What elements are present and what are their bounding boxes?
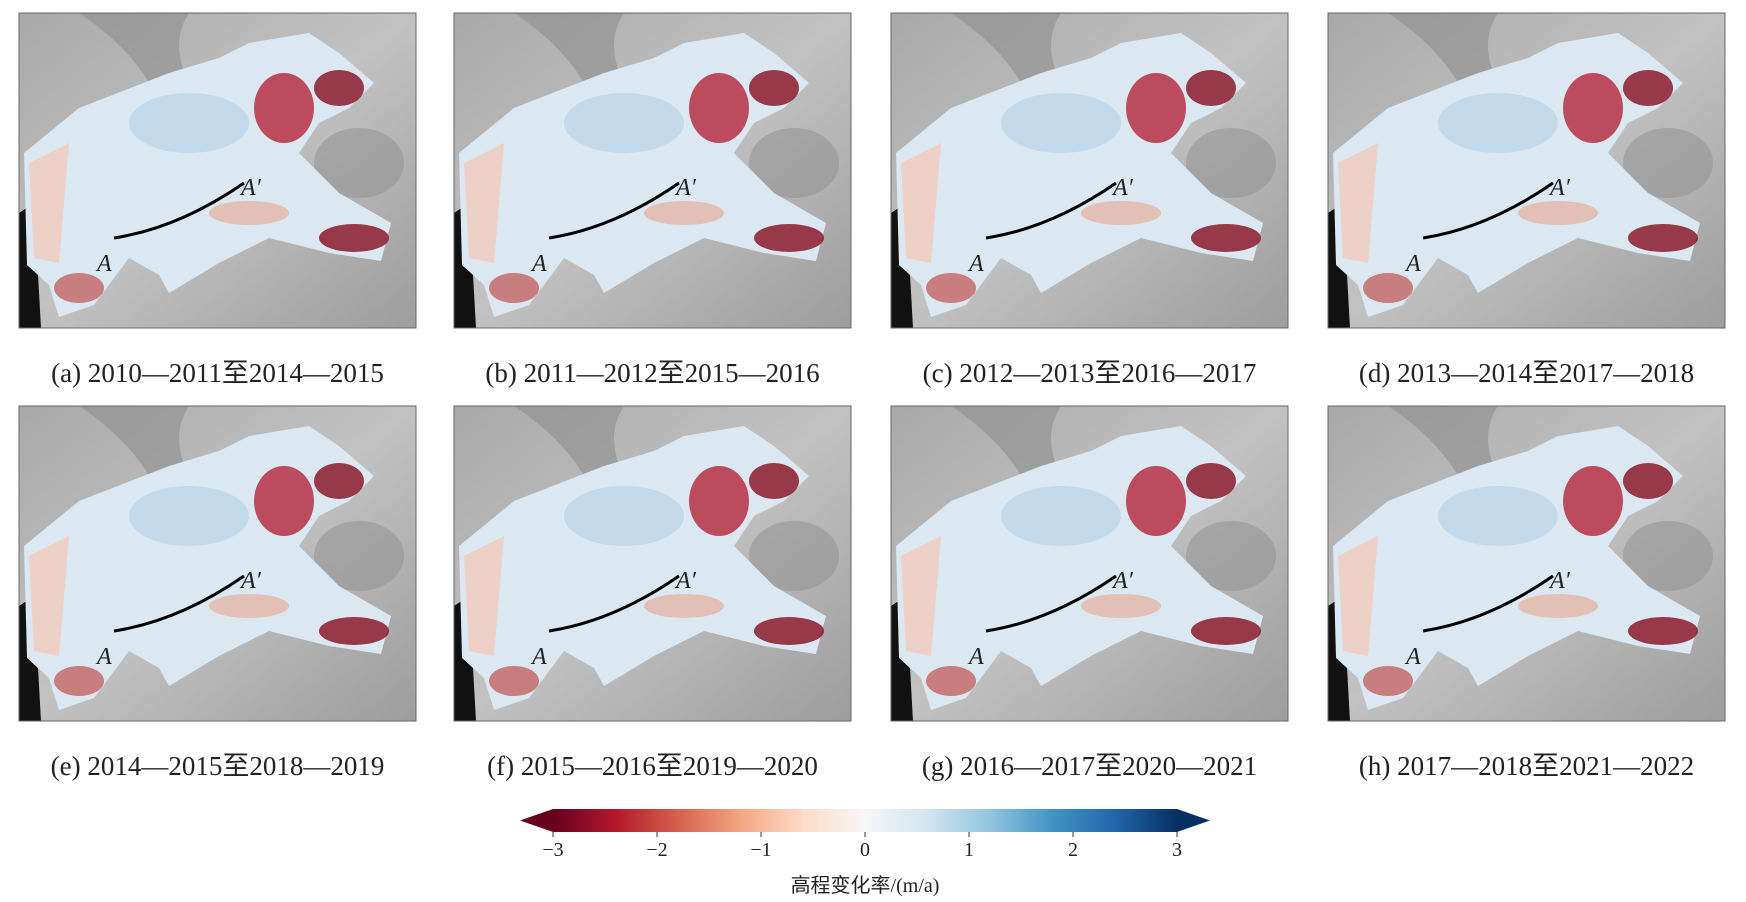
profile-end-label: A′ [239,175,262,201]
colorbar-extend-high [1177,809,1210,832]
panel-caption: (h) 2017—2018至2021—2022 [1359,751,1694,781]
colorbar-tick-label: 1 [964,839,974,861]
profile-end-label: A′ [1548,568,1571,594]
profile-start-label: A [95,644,112,670]
colorbar-tick-label: −2 [646,839,667,861]
profile-end-label: A′ [239,568,262,594]
colorbar-extend-low [520,809,553,832]
map-image [889,404,1290,723]
profile-end-label: A′ [674,175,697,201]
map-image [452,11,853,330]
colorbar-label: 高程变化率/(m/a) [791,874,940,897]
panel-caption: (e) 2014—2015至2018—2019 [51,751,385,781]
colorbar-tick-label: −3 [542,839,563,861]
panel-caption: (c) 2012—2013至2016—2017 [923,358,1257,388]
colorbar-tick-label: 0 [860,839,870,861]
map-panel: A A′ [452,404,853,723]
map-panel: A A′ [17,11,418,330]
map-image [1326,404,1727,723]
profile-start-label: A [1404,644,1421,670]
map-panel: A A′ [889,11,1290,330]
map-panel: A A′ [452,11,853,330]
map-panel: A A′ [17,404,418,723]
panel-caption: (g) 2016—2017至2020—2021 [922,751,1257,781]
profile-start-label: A [530,644,547,670]
profile-end-label: A′ [1111,568,1134,594]
colorbar-tick-label: 2 [1068,839,1078,861]
panel-caption: (f) 2015—2016至2019—2020 [487,751,818,781]
map-image [17,11,418,330]
colorbar-tick-label: 3 [1172,839,1182,861]
colorbar-tick-label: −1 [750,839,771,861]
map-image [889,11,1290,330]
profile-start-label: A [967,251,984,277]
map-image [1326,11,1727,330]
map-panel: A A′ [889,404,1290,723]
profile-end-label: A′ [1111,175,1134,201]
profile-start-label: A [530,251,547,277]
panel-caption: (b) 2011—2012至2015—2016 [485,358,819,388]
profile-end-label: A′ [1548,175,1571,201]
profile-end-label: A′ [674,568,697,594]
panel-caption: (d) 2013—2014至2017—2018 [1359,358,1694,388]
profile-start-label: A [95,251,112,277]
profile-start-label: A [967,644,984,670]
panel-caption: (a) 2010—2011至2014—2015 [51,358,384,388]
profile-start-label: A [1404,251,1421,277]
colorbar [553,809,1177,832]
map-panel: A A′ [1326,404,1727,723]
map-panel: A A′ [1326,11,1727,330]
map-image [452,404,853,723]
map-image [17,404,418,723]
